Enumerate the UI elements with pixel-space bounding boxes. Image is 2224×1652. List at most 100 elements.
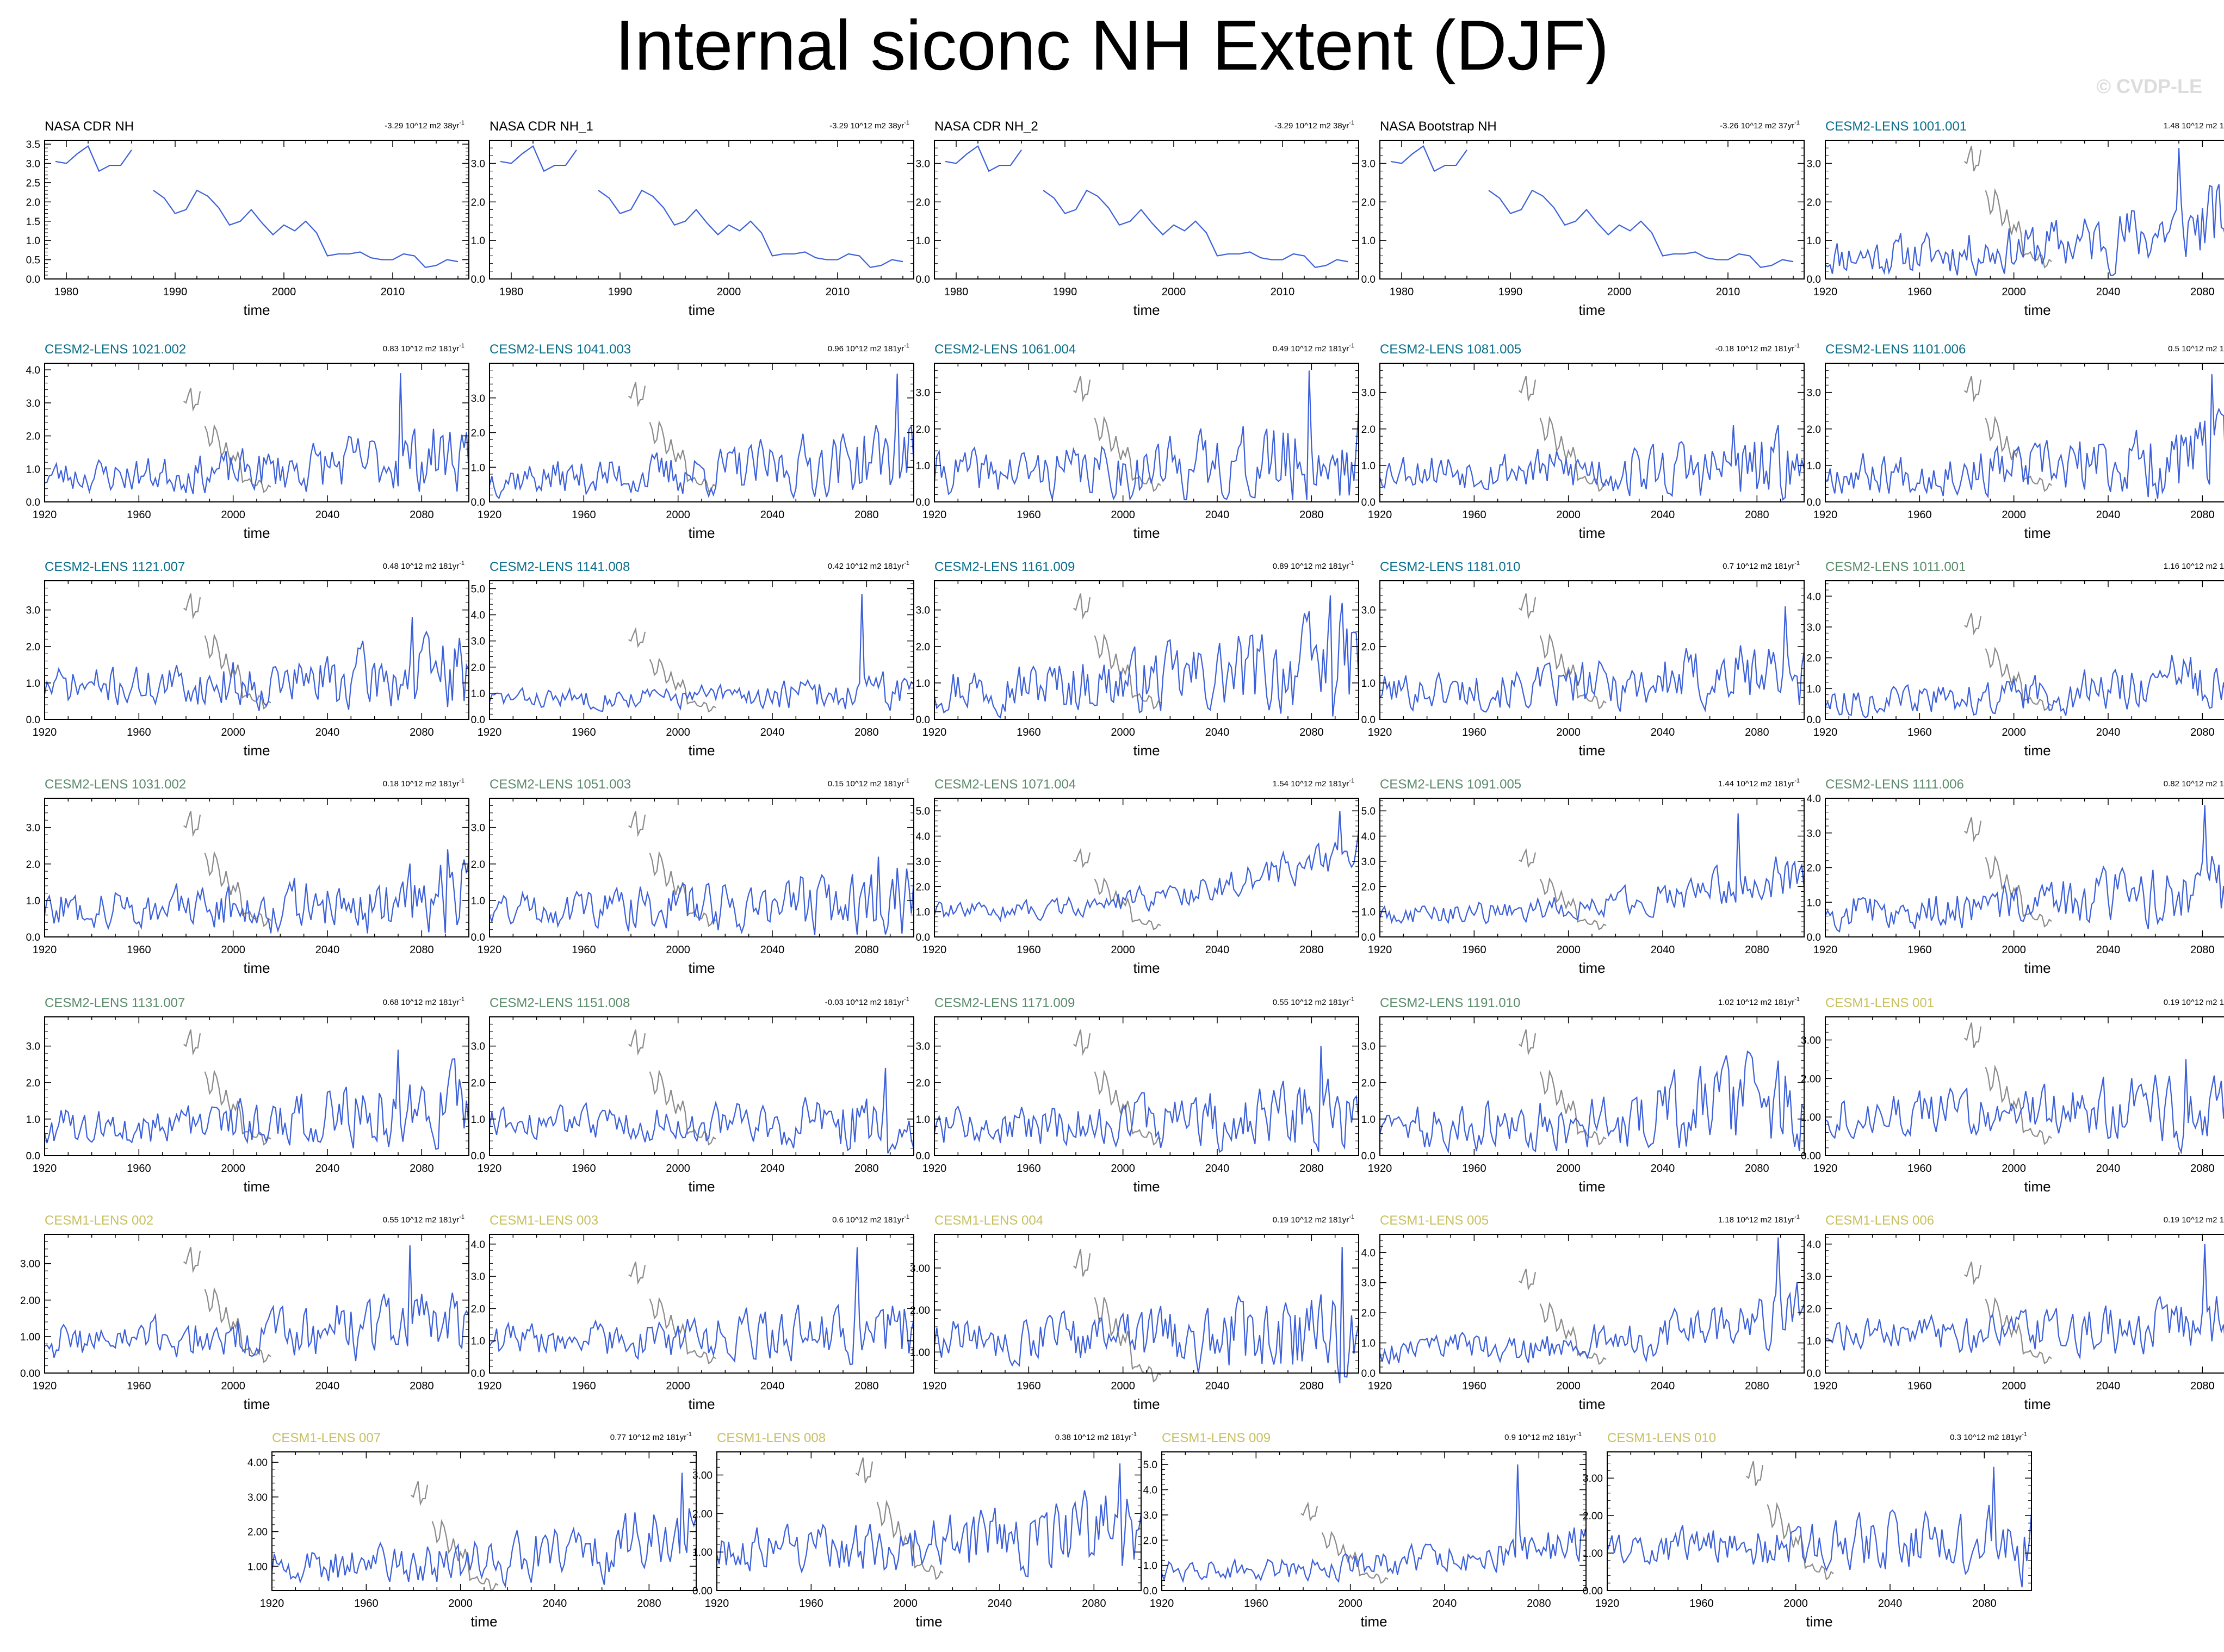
obs-series-line [1519,848,1537,868]
obs-series-line [1985,855,2052,928]
y-tick-label: 1.00 [1801,1112,1821,1123]
x-tick-label: 1960 [1462,509,1486,521]
y-tick-label: 4.0 [1143,1485,1157,1496]
x-tick-label: 2000 [893,1598,918,1610]
x-tick-label: 2040 [2096,1380,2121,1392]
x-tick-label: 1920 [33,726,57,738]
panel-title: CESM1-LENS 008 [717,1431,826,1445]
y-tick-label: 3.0 [1361,388,1376,399]
x-tick-label: 1920 [1368,1163,1392,1175]
x-tick-label: 1920 [33,944,57,956]
plot-frame [489,1016,914,1156]
series-line [44,849,470,934]
x-tick-label: 1960 [1244,1598,1268,1610]
y-tick-label: 0.0 [1361,1368,1376,1380]
x-axis-label: time [1133,302,1160,318]
x-tick-label: 2080 [410,944,434,956]
plot-frame [934,580,1359,720]
x-tick-label: 2000 [1783,1598,1808,1610]
panel-title: CESM2-LENS 1041.003 [490,342,631,357]
obs-series-line [1094,633,1161,710]
y-tick-label: 3.00 [692,1470,713,1482]
obs-series-line [1964,817,1982,842]
y-tick-label: 3.00 [1583,1473,1603,1485]
plot-frame [44,140,469,280]
x-tick-label: 2080 [1745,1380,1769,1392]
x-tick-label: 2080 [410,1163,434,1175]
series-line [933,370,1360,501]
plot-frame [44,1234,469,1374]
obs-series-line [1964,1262,1982,1285]
x-tick-label: 1920 [922,1163,947,1175]
series-line [488,374,915,500]
panel-trend: 1.54 10^12 m2 181yr-1 [1273,778,1354,788]
x-axis-label: time [243,742,270,759]
x-axis-label: time [1578,1396,1605,1412]
x-tick-label: 1920 [33,1163,57,1175]
x-tick-label: 2040 [2096,1163,2121,1175]
x-tick-label: 1920 [705,1598,729,1610]
y-tick-label: 1.0 [471,235,485,247]
obs-series-line [1767,1502,1834,1581]
x-tick-label: 2040 [1651,1380,1675,1392]
y-tick-label: 0.0 [916,932,930,943]
x-tick-label: 1980 [499,286,524,298]
y-tick-label: 0.0 [916,1151,930,1162]
obs-series-line [183,1247,201,1274]
obs-series-line [1094,1297,1161,1383]
y-tick-label: 1.0 [471,1336,485,1347]
panel-trend: 0.68 10^12 m2 181yr-1 [383,996,464,1007]
panel-title: NASA CDR NH_1 [490,119,593,134]
y-tick-label: 0.0 [1807,932,1821,943]
x-axis-label: time [243,1178,270,1195]
y-tick-label: 2.0 [1807,653,1821,664]
plot-frame [1825,140,2224,280]
obs-series-line [411,1481,429,1506]
x-tick-label: 1920 [1813,1163,1838,1175]
series-line [489,1247,915,1365]
chart-panel: CESM2-LENS 1001.001 1.48 10^12 m2 181yr-1… [1807,119,2224,318]
y-tick-label: 2.0 [1361,881,1376,893]
y-tick-label: 1.00 [1583,1548,1603,1560]
x-tick-label: 2080 [2190,509,2215,521]
obs-series-line [628,627,646,648]
panel-title: CESM2-LENS 1011.001 [1825,560,1966,574]
y-tick-label: 1.0 [471,462,485,474]
obs-series-line [1539,1302,1607,1365]
y-tick-label: 0.0 [1361,932,1376,943]
x-tick-label: 1920 [1368,1380,1392,1392]
x-tick-label: 1920 [922,944,947,956]
x-tick-label: 1980 [944,286,969,298]
x-tick-label: 2080 [2190,1380,2215,1392]
obs-series-line [204,1069,271,1146]
y-tick-label: 1.0 [471,1114,485,1126]
obs-series-line [183,811,201,837]
x-axis-label: time [1806,1613,1832,1630]
series-line [44,1049,470,1150]
y-tick-label: 1.0 [26,235,40,247]
series-line [500,145,577,172]
x-axis-label: time [243,302,270,318]
y-tick-label: 1.0 [26,464,40,475]
y-tick-label: 3.0 [1807,1271,1821,1283]
y-tick-label: 2.0 [1361,197,1376,208]
x-tick-label: 2000 [1111,726,1135,738]
x-tick-label: 1960 [1689,1598,1714,1610]
panel-trend: 1.44 10^12 m2 181yr-1 [1718,778,1800,788]
y-tick-label: 2.0 [1807,197,1821,208]
x-tick-label: 2000 [1338,1598,1362,1610]
panel-trend: -3.29 10^12 m2 38yr-1 [385,120,464,131]
obs-series-line [1964,613,1982,636]
y-tick-label: 3.0 [26,398,40,409]
obs-series-line [183,593,201,620]
panel-trend: 0.38 10^12 m2 181yr-1 [1055,1431,1137,1442]
x-axis-label: time [2024,960,2050,976]
panel-title: CESM1-LENS 007 [272,1431,381,1445]
chart-panel: CESM1-LENS 006 0.19 10^12 m2 181yr-1 1920 1… [1807,1213,2224,1412]
y-tick-label: 1.0 [26,678,40,690]
x-tick-label: 1980 [54,286,79,298]
panel-title: CESM2-LENS 1031.002 [45,777,186,792]
panel-title: CESM1-LENS 001 [1825,996,1934,1010]
y-tick-label: 3.0 [916,1041,930,1053]
x-tick-label: 2000 [221,1380,245,1392]
